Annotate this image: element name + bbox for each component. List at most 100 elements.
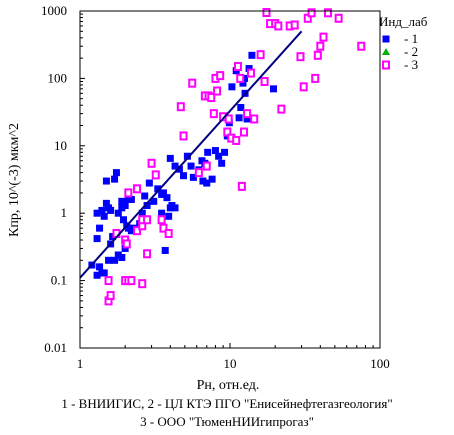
data-point-series-1 [215, 152, 223, 160]
data-point-series-1 [102, 177, 110, 185]
data-point-series-3 [316, 41, 325, 51]
data-point-series-3 [157, 215, 166, 225]
data-point-series-3 [188, 78, 197, 88]
data-point-series-1 [100, 269, 108, 277]
axis-ticks: 1 10 100 0.01 0.1 1 10 100 1000 [41, 3, 390, 371]
data-point-series-3 [124, 188, 133, 198]
data-point-series-3 [176, 102, 185, 112]
data-point-series-1 [121, 244, 129, 252]
data-point-series-3 [334, 13, 343, 23]
legend-marker-2 [382, 48, 390, 55]
data-point-series-1 [175, 165, 183, 173]
data-point-series-3 [179, 131, 188, 141]
data-point-series-1 [163, 194, 171, 202]
data-point-series-1 [183, 152, 191, 160]
trend-line [79, 30, 303, 279]
legend: Инд_лаб - 1- 2- 3 [379, 14, 428, 72]
data-point-series-1 [100, 212, 108, 220]
caption-line-2: 3 - ООО "ТюменНИИгипрогаз" [140, 414, 314, 429]
data-marks [88, 8, 366, 306]
data-point-series-3 [323, 8, 332, 18]
data-point-series-1 [187, 162, 195, 170]
data-point-series-1 [161, 246, 169, 254]
data-point-series-3 [232, 135, 241, 145]
data-point-series-3 [147, 158, 156, 168]
data-point-series-1 [248, 51, 256, 59]
data-point-series-3 [250, 114, 259, 124]
y-tick-label: 0.1 [51, 273, 67, 288]
data-point-series-1 [145, 179, 153, 187]
data-point-series-3 [262, 8, 271, 18]
data-point-series-3 [236, 73, 245, 83]
data-point-series-3 [246, 68, 255, 78]
data-point-series-1 [102, 199, 110, 207]
y-tick-label: 1000 [41, 3, 67, 18]
x-tick-label: 100 [370, 356, 390, 371]
data-point-series-3 [106, 291, 115, 301]
data-point-series-1 [112, 169, 120, 177]
data-point-series-3 [319, 32, 328, 42]
data-point-series-1 [141, 192, 149, 200]
y-tick-label: 0.01 [44, 340, 67, 355]
data-point-series-1 [111, 256, 119, 264]
caption-line-1: 1 - ВНИИГИС, 2 - ЦЛ КТЭ ПГО "Енисейнефте… [61, 396, 393, 411]
data-point-series-3 [307, 8, 316, 18]
data-point-series-3 [138, 279, 147, 289]
data-point-series-1 [143, 202, 151, 210]
data-point-series-3 [237, 181, 246, 191]
data-point-series-3 [143, 249, 152, 259]
data-point-series-3 [290, 20, 299, 30]
data-point-series-1 [235, 114, 243, 122]
data-point-series-1 [171, 162, 179, 170]
legend-marker-3 [382, 60, 390, 70]
data-point-series-1 [245, 65, 253, 73]
data-point-series-1 [138, 209, 146, 217]
data-point-series-1 [154, 185, 162, 193]
data-point-series-3 [311, 73, 320, 83]
data-point-series-1 [208, 175, 216, 183]
data-point-series-1 [107, 206, 115, 214]
data-point-series-3 [159, 223, 168, 233]
x-axis-title: Рн, отн.ед. [197, 378, 260, 393]
y-tick-label: 10 [54, 138, 67, 153]
data-point-series-1 [121, 202, 129, 210]
data-point-series-3 [104, 276, 113, 286]
data-point-series-1 [93, 235, 101, 243]
data-point-series-1 [199, 177, 207, 185]
data-point-series-1 [127, 195, 135, 203]
data-point-series-3 [207, 93, 216, 103]
legend-items: - 1- 2- 3 [382, 31, 418, 72]
data-point-series-1 [218, 159, 226, 167]
plot-frame [79, 10, 381, 349]
data-point-series-1 [93, 271, 101, 279]
y-axis-title: Кпр, 10^(-3) мкм^2 [7, 123, 22, 237]
y-tick-label: 1 [61, 205, 68, 220]
data-point-series-3 [277, 104, 286, 114]
data-point-series-1 [237, 104, 245, 112]
data-point-series-3 [256, 50, 265, 60]
data-point-series-1 [211, 147, 219, 155]
data-point-series-3 [313, 50, 322, 60]
data-point-series-3 [143, 215, 152, 225]
legend-label-3: - 3 [404, 57, 418, 72]
data-point-series-1 [93, 209, 101, 217]
data-point-series-3 [243, 109, 252, 119]
data-point-series-1 [243, 115, 251, 123]
data-point-series-1 [105, 256, 113, 264]
data-point-series-3 [216, 71, 225, 81]
data-point-series-1 [270, 85, 278, 93]
data-point-series-3 [164, 228, 173, 238]
data-point-series-3 [133, 184, 142, 194]
data-point-series-1 [228, 83, 236, 91]
data-point-series-3 [151, 170, 160, 180]
data-point-series-1 [114, 251, 122, 259]
data-point-series-3 [357, 41, 366, 51]
data-point-series-3 [133, 226, 142, 236]
trend-line-layer [79, 30, 303, 279]
data-point-series-1 [114, 209, 122, 217]
data-point-series-1 [239, 79, 247, 87]
data-point-series-1 [204, 148, 212, 156]
data-point-series-1 [111, 175, 119, 183]
data-point-series-1 [203, 179, 211, 187]
